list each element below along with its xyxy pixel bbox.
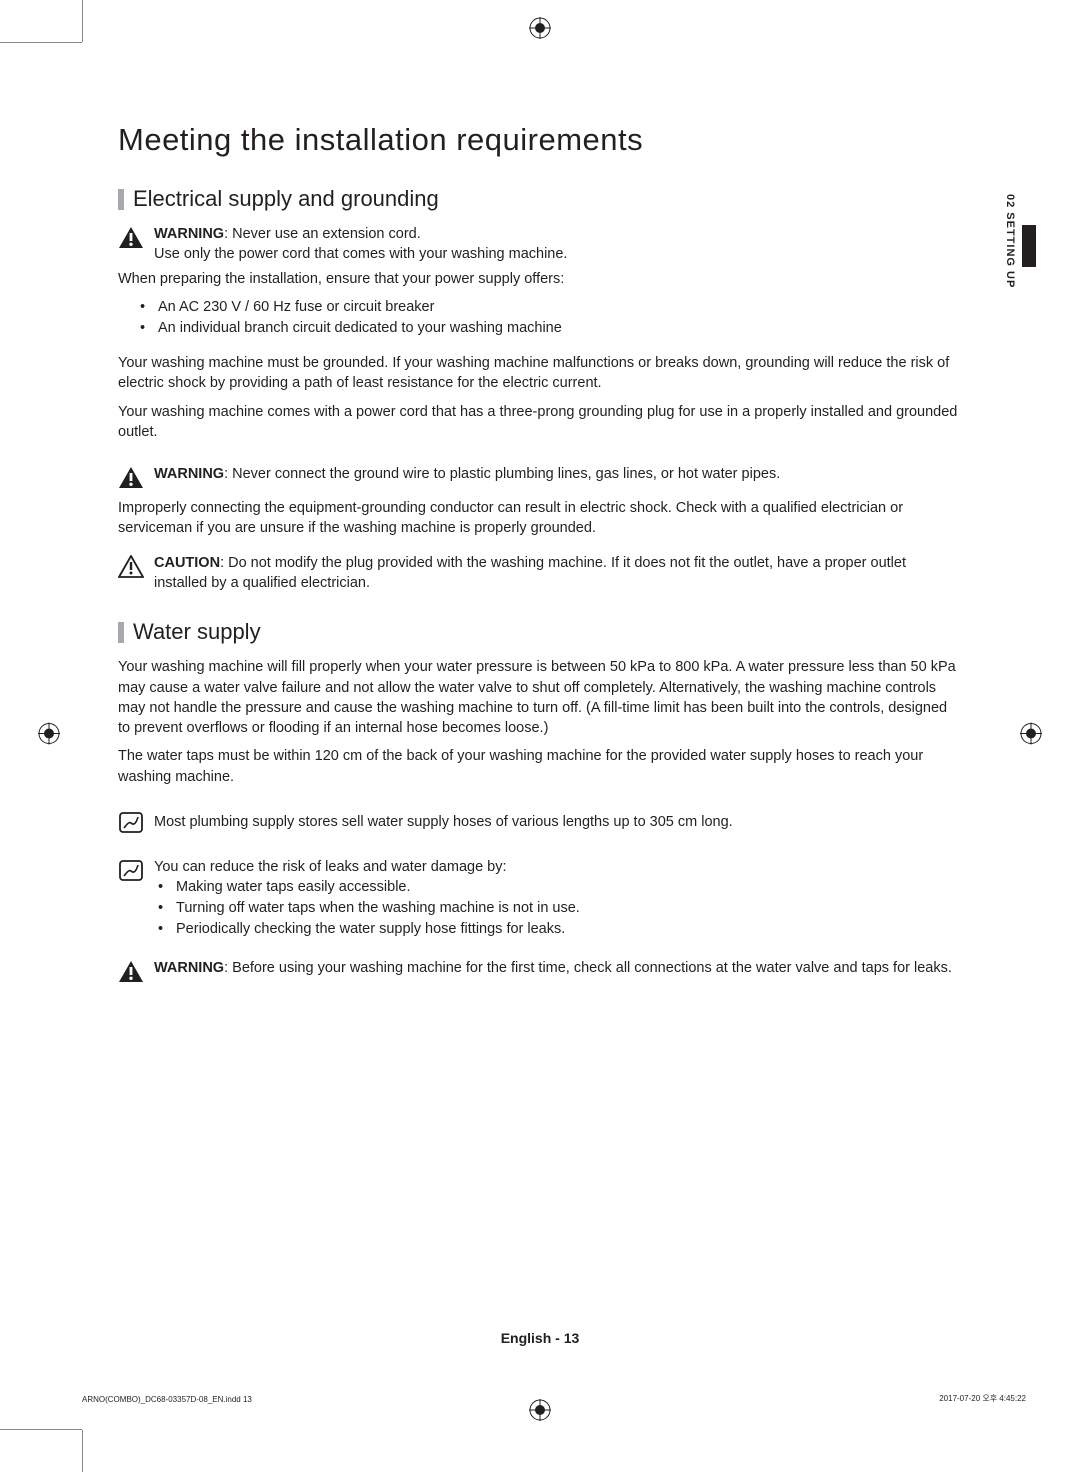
heading-text: Water supply <box>133 619 261 645</box>
note-reduce-leaks-intro: You can reduce the risk of leaks and wat… <box>154 857 963 877</box>
warning-text: WARNING: Never use an extension cord. <box>154 224 963 244</box>
improper-connect-para: Improperly connecting the equipment-grou… <box>118 498 963 539</box>
note-icon <box>118 811 144 834</box>
crop-mark-right-icon <box>1020 723 1042 750</box>
heading-bar-icon <box>118 622 124 643</box>
crop-mark-left-icon <box>38 723 60 750</box>
leak-prevention-bullets: Making water taps easily accessible. Tur… <box>154 877 963 940</box>
list-item: An AC 230 V / 60 Hz fuse or circuit brea… <box>140 297 963 318</box>
corner-mark <box>0 42 82 43</box>
section-tab-block <box>1022 225 1036 267</box>
warning-solid-icon <box>118 960 144 983</box>
water-para2: The water taps must be within 120 cm of … <box>118 746 963 787</box>
grounding-para2: Your washing machine comes with a power … <box>118 402 963 443</box>
caution-text: CAUTION: Do not modify the plug provided… <box>154 553 963 594</box>
water-para1: Your washing machine will fill properly … <box>118 657 963 738</box>
section-heading-electrical: Electrical supply and grounding <box>118 186 963 212</box>
electrical-bullets: An AC 230 V / 60 Hz fuse or circuit brea… <box>118 297 963 339</box>
heading-text: Electrical supply and grounding <box>133 186 439 212</box>
heading-bar-icon <box>118 189 124 210</box>
prep-line: When preparing the installation, ensure … <box>118 269 963 289</box>
warning-text-line2: Use only the power cord that comes with … <box>154 244 963 264</box>
section-tab-label: 02 SETTING UP <box>1004 194 1016 288</box>
list-item: Making water taps easily accessible. <box>158 877 963 898</box>
warning-solid-icon <box>118 226 144 249</box>
grounding-para1: Your washing machine must be grounded. I… <box>118 353 963 394</box>
corner-mark <box>0 1429 82 1430</box>
page-title: Meeting the installation requirements <box>118 122 963 158</box>
list-item: An individual branch circuit dedicated t… <box>140 318 963 339</box>
imprint-filename: ARNO(COMBO)_DC68-03357D-08_EN.indd 13 <box>82 1395 252 1404</box>
corner-mark <box>82 0 83 42</box>
crop-mark-top-icon <box>529 17 551 44</box>
warning-solid-icon <box>118 466 144 489</box>
caution-outline-icon <box>118 555 144 578</box>
note-icon <box>118 859 144 882</box>
corner-mark <box>82 1430 83 1472</box>
list-item: Turning off water taps when the washing … <box>158 898 963 919</box>
imprint-timestamp: 2017-07-20 오후 4:45:22 <box>939 1393 1026 1404</box>
crop-mark-bottom-icon <box>529 1399 551 1426</box>
section-heading-water: Water supply <box>118 619 963 645</box>
warning-first-use: WARNING: Before using your washing machi… <box>154 958 963 978</box>
list-item: Periodically checking the water supply h… <box>158 919 963 940</box>
page-footer: English - 13 <box>0 1330 1080 1346</box>
warning-groundwire: WARNING: Never connect the ground wire t… <box>154 464 963 484</box>
note-hose-length: Most plumbing supply stores sell water s… <box>154 809 963 832</box>
